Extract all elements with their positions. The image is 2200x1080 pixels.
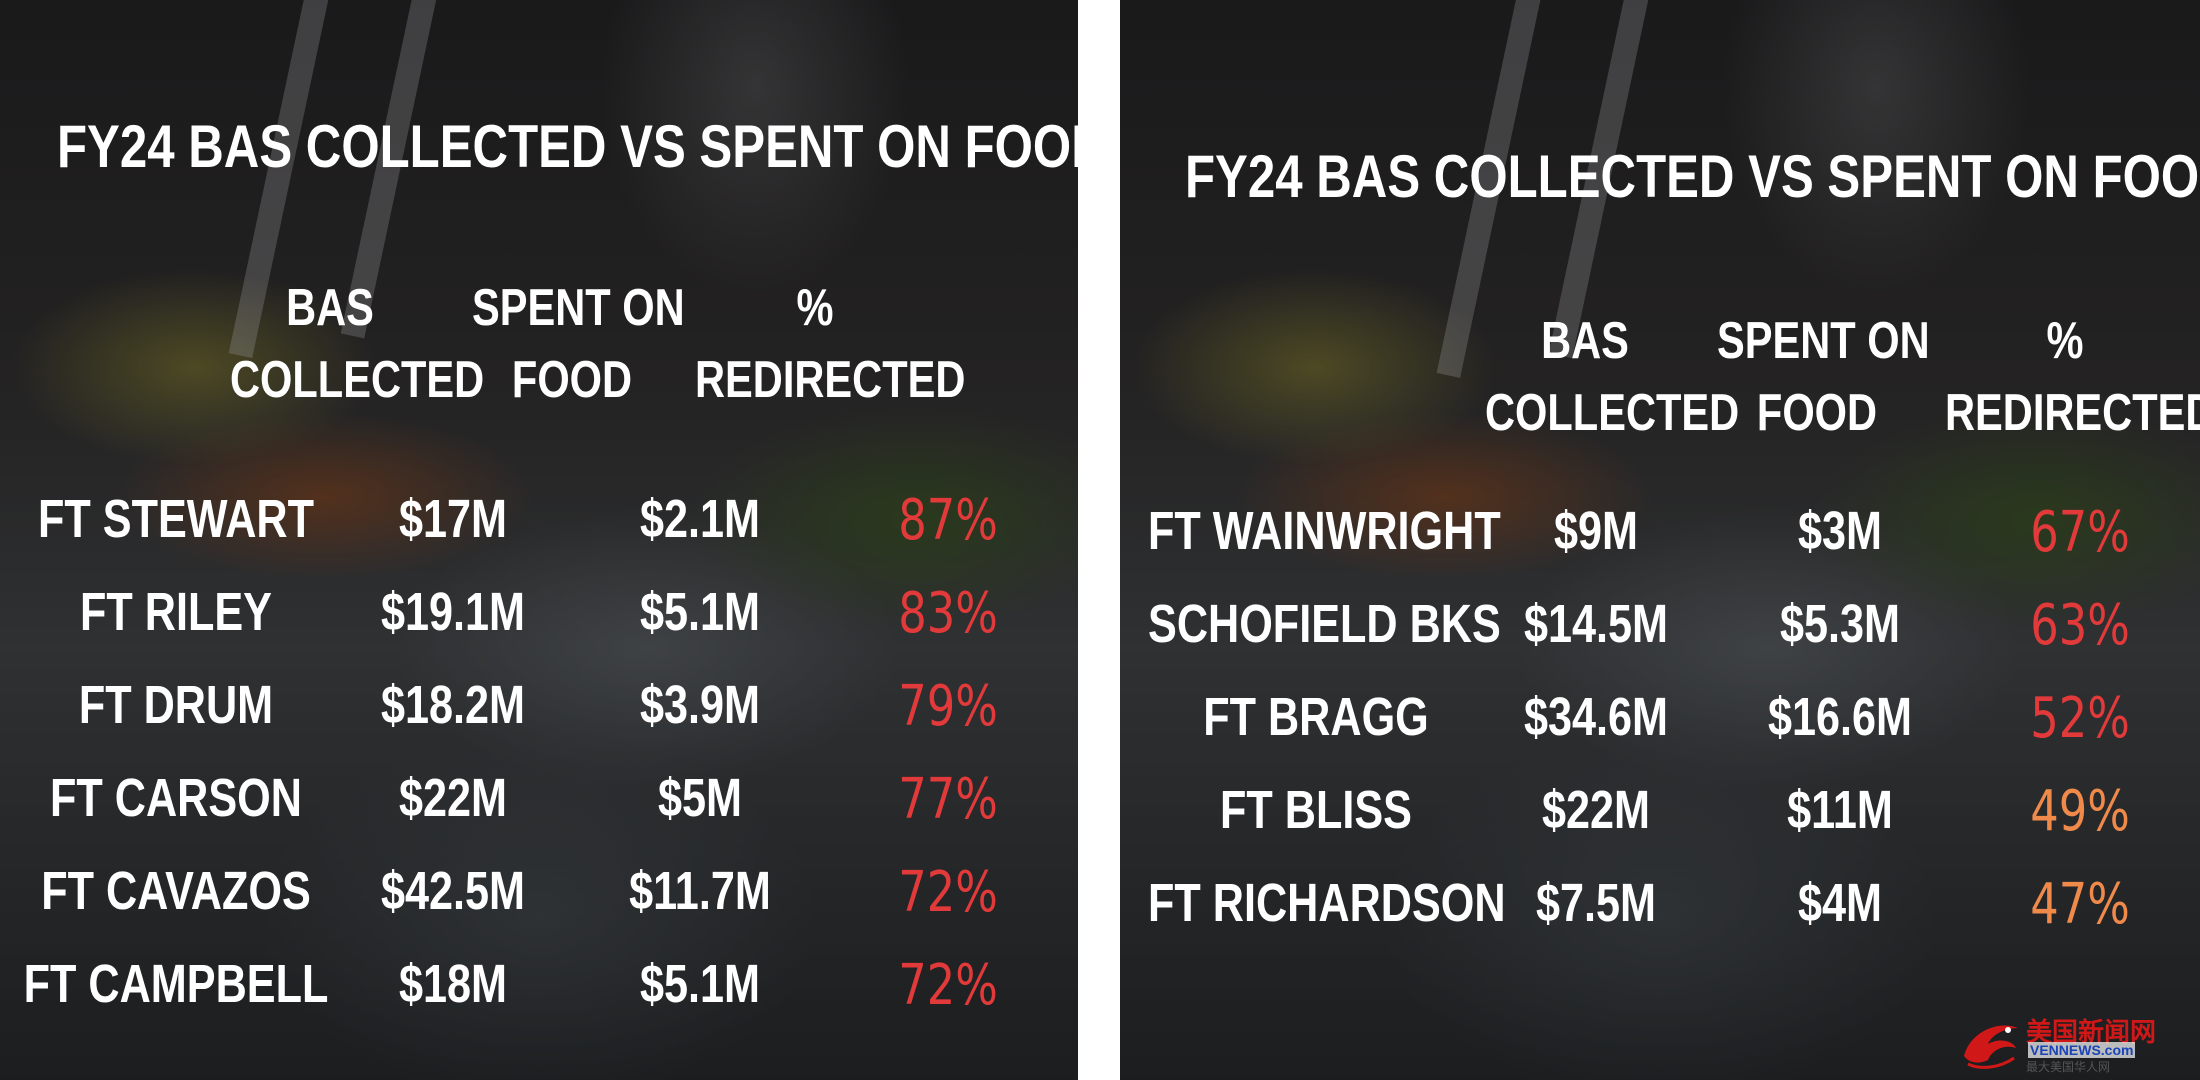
header-spent-on-food: SPENT ON FOOD [472, 279, 685, 409]
row-percent-redirected: 49% [2030, 779, 2130, 844]
row-percent-redirected: 52% [2030, 686, 2130, 751]
row-bas-collected: $34.6M [1523, 687, 1669, 747]
row-spent-on-food: $3.9M [639, 675, 761, 735]
row-name: FT CAVAZOS [41, 861, 311, 921]
background-photo [0, 0, 1078, 1080]
row-name: FT CARSON [50, 768, 302, 828]
panel-title: FY24 BAS COLLECTED VS SPENT ON FOOD [57, 113, 1078, 180]
header-spent-on-food: SPENT ON FOOD [1717, 312, 1930, 442]
row-name: FT RICHARDSON [1148, 873, 1506, 933]
row-spent-on-food: $5.1M [639, 954, 761, 1014]
row-bas-collected: $18M [398, 954, 508, 1014]
row-spent-on-food: $5.3M [1779, 594, 1901, 654]
left-panel: FY24 BAS COLLECTED VS SPENT ON FOOD BAS … [0, 0, 1078, 1080]
row-name: FT BRAGG [1203, 687, 1429, 747]
row-spent-on-food: $5.1M [639, 582, 761, 642]
row-bas-collected: $9M [1553, 501, 1639, 561]
row-name: FT WAINWRIGHT [1148, 501, 1501, 561]
header-percent-redirected: % REDIRECTED [1945, 312, 2200, 442]
row-spent-on-food: $11M [1787, 780, 1893, 840]
background-photo [1120, 0, 2200, 1080]
watermark: 美国新闻网 VENNEWS.com 最大美国华人网 [1958, 1010, 2194, 1074]
row-name: FT BLISS [1220, 780, 1412, 840]
row-bas-collected: $19.1M [380, 582, 526, 642]
row-bas-collected: $22M [1541, 780, 1651, 840]
row-percent-redirected: 83% [898, 581, 998, 646]
row-name: FT CAMPBELL [23, 954, 329, 1014]
row-name: FT DRUM [78, 675, 274, 735]
panel-divider [1078, 0, 1120, 1080]
row-percent-redirected: 72% [898, 860, 998, 925]
row-percent-redirected: 47% [2030, 872, 2130, 937]
row-percent-redirected: 87% [898, 488, 998, 553]
row-bas-collected: $42.5M [380, 861, 526, 921]
row-percent-redirected: 67% [2030, 500, 2130, 565]
row-bas-collected: $22M [398, 768, 508, 828]
row-percent-redirected: 72% [898, 953, 998, 1018]
header-bas-collected: BAS COLLECTED [1485, 312, 1740, 442]
right-panel: FY24 BAS COLLECTED VS SPENT ON FOOD BAS … [1120, 0, 2200, 1080]
row-bas-collected: $14.5M [1523, 594, 1669, 654]
row-percent-redirected: 79% [898, 674, 998, 739]
row-bas-collected: $7.5M [1535, 873, 1657, 933]
row-spent-on-food: $3M [1797, 501, 1883, 561]
watermark-en-text: VENNEWS.com [2028, 1042, 2136, 1058]
row-percent-redirected: 77% [898, 767, 998, 832]
watermark-sub-text: 最大美国华人网 [2026, 1060, 2111, 1074]
row-spent-on-food: $5M [657, 768, 743, 828]
header-percent-redirected: % REDIRECTED [695, 279, 966, 409]
row-percent-redirected: 63% [2030, 593, 2130, 658]
row-bas-collected: $18.2M [380, 675, 526, 735]
row-name: SCHOFIELD BKS [1148, 594, 1501, 654]
row-spent-on-food: $4M [1797, 873, 1883, 933]
header-bas-collected: BAS COLLECTED [230, 279, 485, 409]
dragon-logo-icon [1964, 1025, 2018, 1069]
row-name: FT STEWART [38, 489, 314, 549]
row-name: FT RILEY [80, 582, 272, 642]
row-spent-on-food: $2.1M [639, 489, 761, 549]
panel-title: FY24 BAS COLLECTED VS SPENT ON FOOD [1185, 143, 2200, 210]
row-spent-on-food: $16.6M [1767, 687, 1913, 747]
row-spent-on-food: $11.7M [629, 861, 771, 921]
row-bas-collected: $17M [398, 489, 508, 549]
